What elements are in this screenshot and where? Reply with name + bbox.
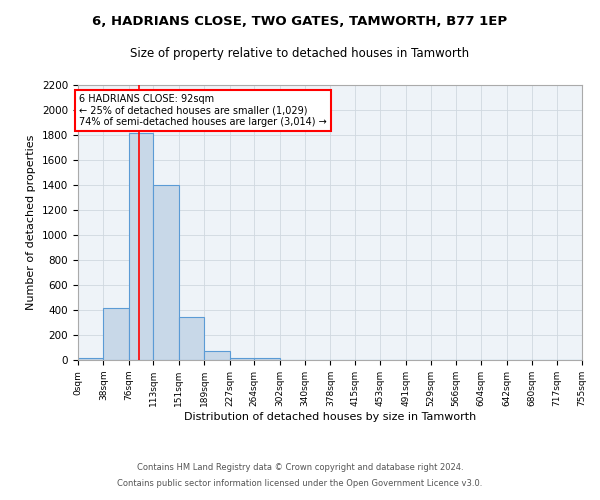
Text: Contains public sector information licensed under the Open Government Licence v3: Contains public sector information licen… (118, 478, 482, 488)
Text: 6, HADRIANS CLOSE, TWO GATES, TAMWORTH, B77 1EP: 6, HADRIANS CLOSE, TWO GATES, TAMWORTH, … (92, 15, 508, 28)
Bar (78, 358, 103, 360)
Bar (129, 132, 154, 360)
Bar (179, 317, 204, 360)
Text: Size of property relative to detached houses in Tamworth: Size of property relative to detached ho… (130, 48, 470, 60)
Text: 6 HADRIANS CLOSE: 92sqm
← 25% of detached houses are smaller (1,029)
74% of semi: 6 HADRIANS CLOSE: 92sqm ← 25% of detache… (79, 94, 327, 127)
Bar (254, 358, 280, 360)
Text: Contains HM Land Registry data © Crown copyright and database right 2024.: Contains HM Land Registry data © Crown c… (137, 464, 463, 472)
X-axis label: Distribution of detached houses by size in Tamworth: Distribution of detached houses by size … (184, 412, 476, 422)
Bar (154, 185, 179, 360)
Bar (204, 350, 230, 360)
Bar (103, 308, 129, 360)
Y-axis label: Number of detached properties: Number of detached properties (26, 135, 37, 310)
Bar (230, 358, 254, 360)
